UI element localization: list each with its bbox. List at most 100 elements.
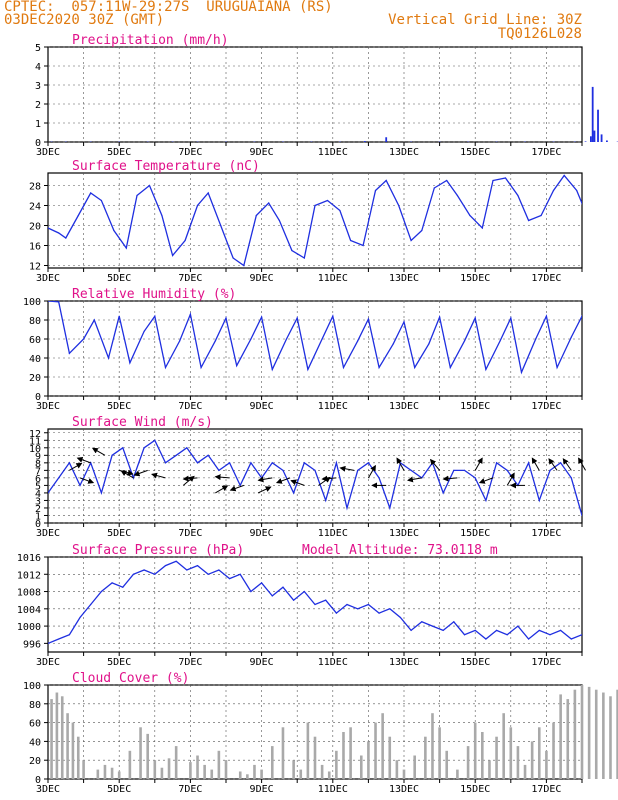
wind-direction-arrow: [76, 456, 91, 464]
pres-point: [111, 582, 113, 584]
temp-point: [220, 224, 222, 227]
pres-point: [164, 565, 167, 567]
precip-title: Precipitation (mm/h): [72, 33, 229, 48]
temp-point: [362, 244, 364, 247]
pres-point: [346, 603, 348, 606]
wind-direction-arrow: [257, 476, 273, 483]
cloud-bar: [66, 713, 69, 779]
pres-point: [79, 616, 81, 619]
temp-point: [161, 214, 163, 217]
precip-bar: [363, 141, 366, 142]
rh-point: [570, 336, 572, 338]
pres-point: [453, 621, 455, 623]
wind-xtick-label: 15DEC: [460, 528, 490, 539]
temp-point: [326, 199, 329, 202]
pres-point: [474, 629, 476, 632]
temp-point: [278, 219, 280, 222]
pres-point: [613, 634, 614, 635]
temp-point: [90, 192, 92, 194]
wind-point: [592, 462, 593, 463]
wind-xtick-label: 7DEC: [178, 528, 202, 539]
wind-direction-arrow: [367, 464, 376, 479]
rh-point: [378, 366, 380, 369]
rh-point: [118, 315, 120, 317]
cloud-bar: [60, 696, 64, 779]
temp-point: [196, 204, 199, 207]
pres-point: [68, 634, 70, 636]
rh-point: [214, 340, 216, 342]
cloud-bar: [395, 760, 399, 779]
rh-xtick-label: 13DEC: [389, 401, 419, 412]
cloud-bar: [253, 764, 256, 779]
cloud-bar: [96, 769, 100, 779]
cloud-bar: [103, 764, 107, 779]
cloud-bar: [580, 685, 584, 779]
cloud-xtick-label: 15DEC: [460, 784, 490, 795]
pres-ytick-label: 996: [23, 639, 41, 650]
temp-point: [563, 174, 565, 177]
precip-xtick-label: 5DEC: [107, 147, 131, 158]
wind-point: [143, 447, 145, 449]
pres-ytick-label: 1000: [17, 622, 41, 633]
cloud-xtick-label: 13DEC: [389, 784, 419, 795]
cloud-bar: [55, 692, 59, 779]
cloud-bar: [189, 762, 192, 779]
temp-ytick-label: 12: [29, 262, 41, 273]
cloud-ytick-label: 100: [23, 681, 41, 692]
cloud-bar: [327, 771, 331, 779]
cloud-title: Cloud Cover (%): [72, 671, 189, 686]
temp-point: [113, 229, 115, 232]
precip-bar: [584, 141, 587, 142]
temp-ytick-label: 16: [29, 242, 41, 253]
cloud-bar: [128, 750, 132, 779]
rh-point: [392, 343, 394, 345]
cloud-bar: [217, 750, 221, 779]
wind-point: [613, 492, 614, 493]
rh-point: [164, 366, 167, 369]
cloud-xtick-label: 7DEC: [178, 784, 202, 795]
rh-point: [58, 301, 60, 303]
temp-point: [398, 204, 400, 207]
wind-xtick-label: 13DEC: [389, 528, 419, 539]
rh-point: [439, 316, 441, 318]
pres-point: [399, 616, 402, 619]
rh-point: [581, 315, 582, 317]
wind-xtick-label: 9DEC: [250, 528, 274, 539]
wind-point: [261, 477, 263, 479]
rh-point: [606, 337, 607, 338]
precip-ytick-label: 1: [35, 119, 41, 130]
temp-point: [232, 257, 234, 259]
wind-point: [528, 462, 530, 464]
cloud-ytick-label: 0: [35, 775, 41, 786]
cloud-bar: [523, 764, 527, 779]
cloud-panel: 0 20 40 60 80 100 3DEC 5DEC 7DEC 9DEC 11DEC 13DEC 15…: [23, 671, 618, 795]
rh-point: [499, 340, 501, 342]
precip-bar: [606, 140, 608, 142]
wind-point: [250, 462, 252, 464]
rh-point: [535, 338, 537, 340]
precip-xtick-label: 7DEC: [178, 147, 202, 158]
rh-panel: 0 20 40 60 80 100 3DEC 5DEC 7DEC 9DEC 11DEC 13DEC 15…: [23, 287, 607, 412]
wind-ytick-label: 0: [35, 519, 41, 530]
cloud-bar: [210, 769, 214, 779]
cloud-bar: [146, 733, 149, 779]
pres-xtick-label: 9DEC: [250, 657, 274, 668]
pres-point: [239, 573, 241, 575]
temp-frame: [47, 172, 583, 269]
pres-point: [442, 629, 444, 632]
rh-point: [83, 338, 85, 340]
temp-point: [100, 199, 102, 202]
wind-direction-arrow: [429, 458, 440, 471]
pres-point: [100, 590, 102, 593]
cloud-bar: [82, 760, 85, 779]
cloud-bar: [281, 727, 285, 779]
cloud-bar: [320, 764, 324, 779]
temp-point: [136, 194, 138, 197]
pres-point: [389, 608, 391, 610]
cloud-bar: [160, 767, 164, 779]
precip-xtick-label: 13DEC: [389, 147, 419, 158]
pres-point: [549, 634, 551, 636]
wind-point: [218, 469, 220, 471]
cloud-bar: [139, 727, 142, 779]
wind-point: [175, 454, 177, 456]
